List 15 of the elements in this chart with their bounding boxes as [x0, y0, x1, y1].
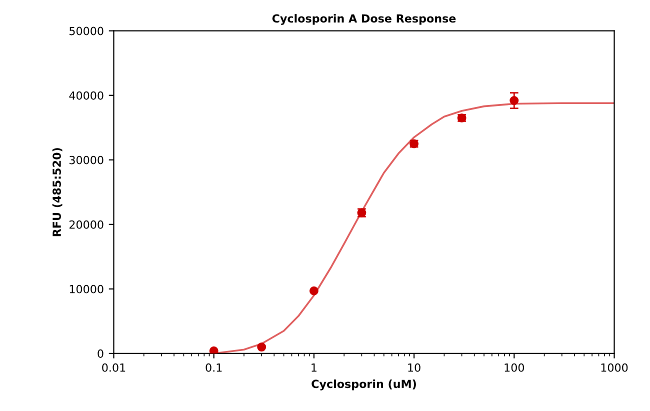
y-tick-label: 0: [98, 349, 104, 358]
x-tick-label: 100: [504, 363, 524, 372]
x-tick-label: 1: [312, 364, 316, 372]
y-tick-label: 40000: [69, 91, 104, 100]
x-tick-label: 0.1: [206, 363, 222, 372]
x-tick-label: 10: [408, 363, 420, 372]
y-tick-label: 10000: [70, 284, 104, 294]
y-tick-label: 50000: [70, 26, 104, 36]
x-tick-label: 1000: [601, 363, 628, 372]
y-tick-label: 20000: [69, 220, 104, 229]
y-tick-label: 30000: [70, 156, 104, 164]
y-axis-title: RFU (485:520): [52, 148, 62, 236]
x-tick-label: 0.01: [102, 363, 126, 372]
x-axis-title: Cyclosporin (uM): [312, 379, 416, 390]
chart-title: Cyclosporin A Dose Response: [272, 14, 456, 25]
